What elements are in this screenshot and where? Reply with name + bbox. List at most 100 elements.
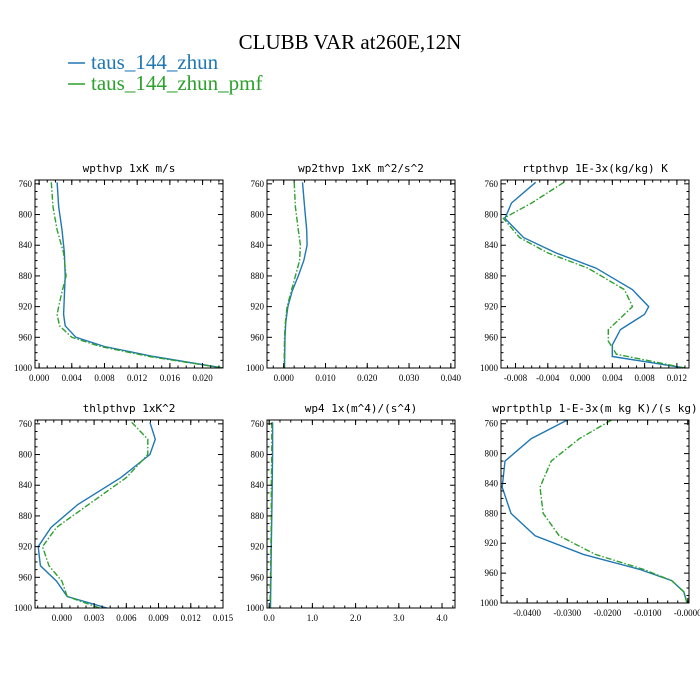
x-tick-label-0-5: 0.020	[192, 373, 213, 383]
x-tick-label-1-0: 0.000	[274, 373, 295, 383]
figure-title: CLUBB VAR at260E,12N	[239, 30, 462, 54]
x-tick-label-0-2: 0.008	[94, 373, 115, 383]
panel-1: wp2thvp 1xK m^2/s^2 0.000 0.010 0.020 0.030 0…	[246, 162, 461, 383]
y-tick-label-0-6: 1000	[14, 363, 33, 373]
y-tick-label-3-3: 880	[19, 511, 33, 521]
panel-0: wpthvp 1xK m/s 0.000 0.004 0.008 0.012 0.016 0…	[14, 162, 224, 383]
y-tick-label-0-2: 840	[19, 240, 33, 250]
series-line-2-1	[502, 181, 686, 368]
series-line-5-0	[501, 420, 688, 603]
x-tick-label-2-5: 0.012	[667, 373, 687, 383]
y-tick-label-0-4: 920	[19, 302, 33, 312]
y-tick-label-2-5: 960	[485, 332, 499, 342]
x-tick-label-1-3: 0.030	[399, 373, 420, 383]
y-tick-label-5-2: 840	[485, 478, 499, 488]
x-tick-label-3-4: 0.012	[181, 613, 201, 623]
panel-frame-5	[500, 419, 690, 604]
legend-label-1: taus_144_zhun_pmf	[91, 71, 262, 95]
y-tick-label-1-0: 760	[251, 179, 265, 189]
y-tick-label-1-2: 840	[251, 240, 265, 250]
y-tick-label-2-4: 920	[485, 302, 499, 312]
x-tick-label-5-2: -0.0200	[594, 608, 622, 618]
y-tick-label-3-0: 760	[19, 419, 33, 429]
x-tick-label-2-2: 0.000	[570, 373, 591, 383]
x-tick-label-2-0: -0.008	[504, 373, 528, 383]
panel-title-1: wp2thvp 1xK m^2/s^2	[298, 162, 424, 175]
y-tick-label-3-4: 920	[19, 542, 33, 552]
x-tick-label-4-0: 0.0	[264, 613, 276, 623]
panel-3: thlpthvp 1xK^2 0.000 0.003 0.006 0.009 0.012 0…	[14, 402, 234, 623]
x-tick-label-2-3: 0.004	[602, 373, 623, 383]
y-tick-label-3-6: 1000	[14, 603, 33, 613]
y-tick-label-5-5: 960	[485, 568, 499, 578]
y-tick-label-4-4: 920	[251, 542, 265, 552]
panel-title-4: wp4 1x(m^4)/(s^4)	[305, 402, 418, 415]
x-tick-label-5-0: -0.0400	[513, 608, 541, 618]
x-tick-label-2-4: 0.008	[634, 373, 655, 383]
panel-title-2: rtpthvp 1E-3x(kg/kg) K	[522, 162, 668, 175]
series-line-0-0	[56, 182, 223, 368]
x-tick-label-5-3: -0.0100	[634, 608, 662, 618]
series-line-5-1	[539, 420, 688, 603]
y-tick-label-3-1: 800	[19, 450, 33, 460]
y-tick-label-4-5: 960	[251, 572, 265, 582]
x-tick-label-4-2: 2.0	[350, 613, 362, 623]
x-tick-label-4-3: 3.0	[393, 613, 405, 623]
y-tick-label-2-2: 840	[485, 240, 499, 250]
y-tick-label-5-6: 1000	[480, 598, 499, 608]
series-line-3-0	[37, 422, 157, 608]
x-tick-label-1-4: 0.040	[441, 373, 462, 383]
y-tick-label-2-0: 760	[485, 179, 499, 189]
x-tick-label-4-1: 1.0	[307, 613, 319, 623]
y-tick-label-0-0: 760	[19, 179, 33, 189]
legend: taus_144_zhun taus_144_zhun_pmf	[68, 50, 262, 95]
y-tick-label-4-0: 760	[251, 419, 265, 429]
y-tick-label-1-6: 1000	[246, 363, 265, 373]
y-tick-label-4-2: 840	[251, 480, 265, 490]
y-tick-label-5-1: 800	[485, 449, 499, 459]
x-tick-label-1-2: 0.020	[357, 373, 378, 383]
y-tick-label-5-3: 880	[485, 508, 499, 518]
panel-frame-2	[500, 179, 690, 369]
panels: wpthvp 1xK m/s 0.000 0.004 0.008 0.012 0.016 0…	[14, 162, 700, 623]
y-tick-label-5-0: 760	[485, 419, 499, 429]
y-tick-label-5-4: 920	[485, 538, 499, 548]
panel-title-5: wprtpthlp 1-E-3x(m kg K)/(s kg)	[492, 402, 697, 415]
x-tick-label-3-5: 0.015	[213, 613, 234, 623]
panel-5: wprtpthlp 1-E-3x(m kg K)/(s kg) -0.0400 -0…	[480, 402, 700, 618]
x-tick-label-0-4: 0.016	[160, 373, 181, 383]
series-line-1-1	[283, 182, 302, 368]
y-tick-label-1-4: 920	[251, 302, 265, 312]
y-tick-label-4-1: 800	[251, 450, 265, 460]
panel-frame-0	[34, 179, 224, 369]
x-tick-label-5-1: -0.0300	[553, 608, 581, 618]
x-tick-label-3-3: 0.009	[148, 613, 169, 623]
y-tick-label-1-1: 800	[251, 210, 265, 220]
y-tick-label-0-3: 880	[19, 271, 33, 281]
series-line-3-1	[41, 421, 149, 608]
y-tick-label-2-1: 800	[485, 210, 499, 220]
x-tick-label-0-0: 0.000	[29, 373, 50, 383]
y-tick-label-4-3: 880	[251, 511, 265, 521]
series-line-0-1	[50, 182, 223, 368]
x-tick-label-2-1: -0.004	[536, 373, 560, 383]
y-tick-label-2-3: 880	[485, 271, 499, 281]
panel-frame-3	[34, 419, 224, 609]
panel-4: wp4 1x(m^4)/(s^4) 0.0 1.0 2.0 3.0 4.0 760 800 84…	[246, 402, 456, 623]
y-tick-label-4-6: 1000	[246, 603, 265, 613]
y-tick-label-3-2: 840	[19, 480, 33, 490]
y-tick-label-1-5: 960	[251, 332, 265, 342]
panel-2: rtpthvp 1E-3x(kg/kg) K -0.008 -0.004 0.000 0…	[480, 162, 690, 383]
x-tick-label-4-4: 4.0	[436, 613, 448, 623]
panel-frame-4	[266, 419, 456, 609]
x-tick-label-3-1: 0.003	[84, 613, 105, 623]
y-tick-label-0-5: 960	[19, 332, 33, 342]
legend-label-0: taus_144_zhun	[91, 50, 219, 74]
y-tick-label-3-5: 960	[19, 572, 33, 582]
x-tick-label-0-3: 0.012	[127, 373, 147, 383]
y-tick-label-1-3: 880	[251, 271, 265, 281]
y-tick-label-2-6: 1000	[480, 363, 499, 373]
panel-frame-1	[266, 179, 456, 369]
panel-title-3: thlpthvp 1xK^2	[83, 402, 176, 415]
